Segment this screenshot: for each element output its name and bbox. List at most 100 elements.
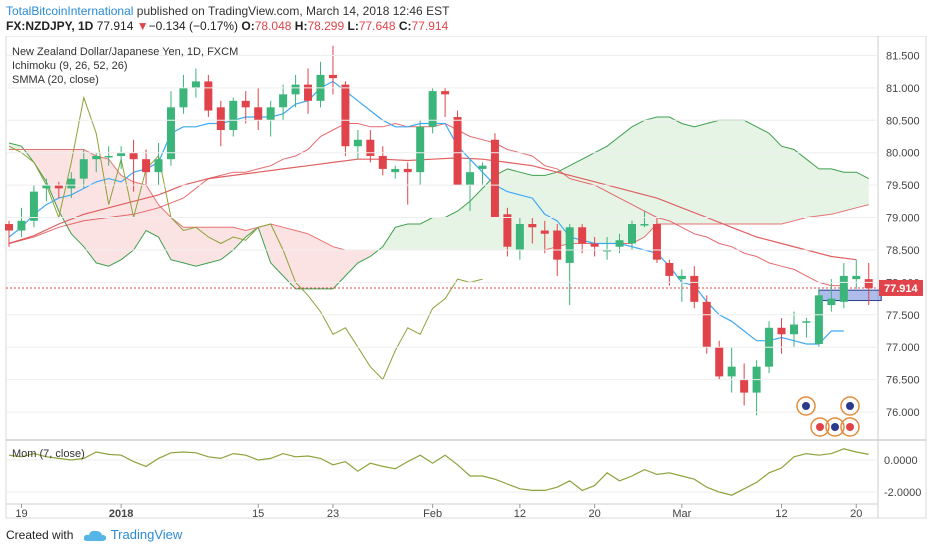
x-tick-label: 15 [252,508,264,520]
candle-body [304,85,312,101]
candle-body [715,347,723,376]
cloud-segment [803,157,806,219]
cloud-segment [187,227,190,264]
cloud-segment [302,232,305,289]
cloud-segment [598,149,601,243]
cloud-segment [822,169,825,216]
candle-body [254,107,262,120]
candle-body [354,140,362,146]
cloud-segment [660,117,663,224]
cloud-segment [735,120,738,224]
open-label: O: [241,19,254,33]
chart-area[interactable]: 0.0000 -2.0000 81.500 81.000 80.500 80.000 79… [0,36,932,520]
cloud-segment [90,153,93,259]
event-badge-icon [802,402,810,410]
candle-body [341,85,349,147]
cloud-segment [648,119,651,234]
y-tick-label: 78.500 [886,245,920,257]
cloud-segment [345,250,348,276]
cloud-segment [719,120,722,224]
last-price: 77.914 [97,19,134,33]
cloud-segment [778,143,781,224]
cloud-segment [679,122,682,224]
legend-smma[interactable]: SMMA (20, close) [12,74,99,86]
cloud-segment [688,125,691,224]
candle-body [728,367,736,377]
cloud-segment [280,226,283,275]
cloud-segment [296,231,299,289]
event-badge-icon [846,402,854,410]
candle-body [329,75,337,78]
candle-body [416,127,424,172]
cloud-segment [317,239,320,289]
author-link[interactable]: TotalBitcoinInternational [6,4,133,18]
candle-body [105,156,113,158]
momentum-line [9,449,869,495]
high-label: H: [295,19,308,33]
candle-body [516,224,524,250]
event-badge-icon [846,423,854,431]
cloud-segment [753,125,756,224]
candle-body [840,276,848,302]
cloud-segment [819,169,822,216]
candle-body [429,91,437,127]
cloud-segment [825,169,828,215]
cloud-segment [654,117,657,227]
cloud-segment [844,172,847,211]
candle-body [591,243,599,246]
candle-body [5,224,13,230]
cloud-segment [426,219,429,250]
event-badges[interactable] [797,397,859,436]
candle-body [242,101,250,107]
cloud-segment [539,175,542,250]
candle-body [653,224,661,260]
candle-body [142,159,150,172]
tradingview-cloud-icon [83,529,107,543]
cloud-segment [732,120,735,224]
cloud-segment [800,154,803,219]
cloud-segment [856,172,859,208]
legend-title[interactable]: New Zealand Dollar/Japanese Yen, 1D, FXC… [12,46,238,58]
x-tick-label: 20 [588,508,600,520]
cloud-segment [215,227,218,261]
cloud-segment [342,249,345,279]
candle-body [217,107,225,130]
cloud-segment [707,123,710,224]
candle-body [802,321,810,323]
legend-ichimoku[interactable]: Ichimoku (9, 26, 52, 26) [12,60,128,72]
candle-body [640,224,648,226]
candle-body [366,140,374,156]
symbol-label[interactable]: FX:NZDJPY, 1D [6,19,93,33]
cloud-segment [713,121,716,224]
candle-body [478,166,486,169]
cloud-segment [324,242,327,289]
cloud-segment [763,130,766,224]
candle-body [155,159,163,172]
y-tick-label: 80.000 [886,148,920,160]
cloud-segment [53,149,56,203]
created-with-text: Created with [6,528,73,542]
cloud-segment [859,174,862,207]
cloud-segment [850,172,853,209]
x-tick-label: 12 [514,508,526,520]
tradingview-logo-text[interactable]: TradingView [111,527,183,542]
cloud-segment [405,224,408,250]
cloud-segment [663,117,666,224]
cloud-segment [420,222,423,250]
candle-body [852,276,860,279]
cloud-segment [863,175,866,206]
event-badge-icon [831,423,839,431]
candle-body [204,81,212,110]
candle-body [167,107,175,159]
cloud-segment [398,226,401,250]
cloud-segment [171,218,174,261]
event-badge-icon [816,423,824,431]
candle-body [827,299,835,305]
legend-momentum[interactable]: Mom (7, close) [12,448,85,460]
cloud-segment [672,119,675,224]
candle-body [566,227,574,263]
cloud-segment [704,124,707,225]
cloud-segment [286,228,289,282]
x-tick-label: 2018 [109,508,133,520]
candle-body [690,276,698,302]
